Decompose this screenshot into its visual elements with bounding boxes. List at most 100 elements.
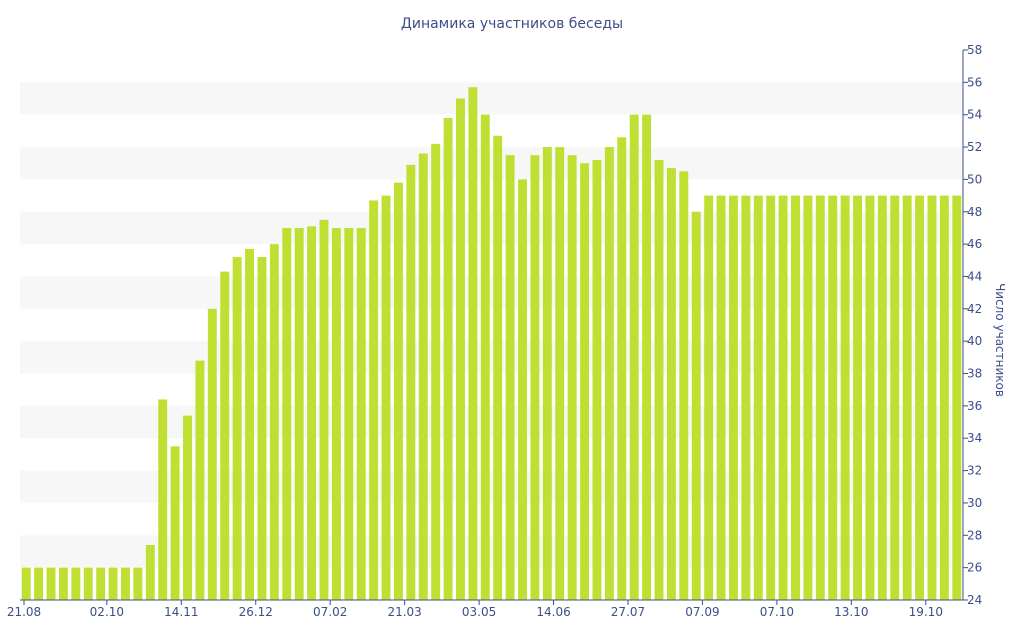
bar (480, 114, 490, 601)
bar (220, 271, 230, 600)
bar (158, 399, 168, 600)
y-tick-label: 28 (967, 528, 982, 542)
bar (245, 248, 255, 600)
bar (666, 168, 676, 600)
bar (530, 155, 540, 600)
chart-title: Динамика участников беседы (401, 16, 623, 32)
y-tick-label: 46 (967, 237, 982, 251)
bar (393, 182, 403, 600)
bar (282, 227, 292, 601)
y-tick-label: 58 (967, 43, 982, 57)
grid-band (20, 82, 963, 115)
grid-band (20, 147, 963, 180)
bar (604, 147, 614, 600)
bar (232, 257, 242, 600)
bar (307, 226, 317, 600)
y-tick-label: 40 (967, 334, 982, 348)
bar (567, 155, 577, 600)
x-tick-label: 21.08 (7, 605, 41, 619)
bar (145, 545, 155, 600)
bar (555, 147, 565, 600)
bar (207, 308, 217, 600)
y-tick-label: 54 (967, 108, 982, 122)
bar (803, 195, 813, 600)
bar (679, 171, 689, 600)
x-tick-label: 13.10 (834, 605, 868, 619)
bar (704, 195, 714, 600)
bar (369, 200, 379, 601)
bar (791, 195, 800, 600)
y-axis-label: Число участников (993, 283, 1007, 397)
bar (331, 227, 341, 601)
bar (778, 195, 788, 600)
bar (753, 195, 763, 600)
axes: 24 26 28 30 32 34 36 38 40 42 44 46 48 50 52 54 56 58 21.0… (7, 43, 982, 619)
bar (766, 195, 776, 600)
bars (21, 87, 962, 601)
y-tick-label: 50 (967, 172, 982, 186)
y-tick-label: 42 (967, 302, 982, 316)
bar (257, 257, 267, 600)
bar (629, 114, 639, 601)
bar (183, 415, 192, 600)
bar (741, 195, 751, 600)
y-tick-label: 38 (967, 367, 982, 381)
y-tick-label: 52 (967, 140, 982, 154)
y-tick-label: 26 (967, 561, 982, 575)
bar (853, 195, 862, 600)
x-tick-label: 07.02 (313, 605, 347, 619)
bar (133, 567, 143, 600)
x-tick-label: 02.10 (90, 605, 124, 619)
bar (542, 147, 552, 600)
bar (728, 195, 738, 600)
bar (915, 195, 925, 600)
bar (443, 117, 453, 601)
bar (170, 446, 180, 600)
x-tick-label: 03.05 (462, 605, 496, 619)
bar (121, 567, 130, 600)
x-tick-label: 14.06 (536, 605, 570, 619)
bar (493, 135, 503, 600)
bar (902, 195, 912, 600)
x-tick-label: 19.10 (909, 605, 943, 619)
bar (294, 227, 304, 601)
bar (840, 195, 850, 600)
bar (927, 195, 937, 600)
y-tick-label: 48 (967, 205, 982, 219)
y-tick-label: 30 (967, 496, 982, 510)
bar (83, 567, 93, 600)
y-tick-label: 34 (967, 431, 982, 445)
bar (865, 195, 875, 600)
bar (319, 219, 329, 600)
bar (21, 567, 31, 600)
x-tick-label: 07.09 (685, 605, 719, 619)
bar (518, 179, 527, 601)
bar (952, 195, 962, 600)
bar (642, 114, 652, 601)
bar (96, 567, 106, 600)
bar (381, 195, 391, 600)
bar (344, 227, 354, 601)
bar (716, 195, 726, 600)
bar (939, 195, 949, 600)
y-tick-label: 32 (967, 464, 982, 478)
bar (46, 567, 56, 600)
bar (592, 160, 602, 600)
y-tick-label: 24 (967, 593, 982, 607)
y-tick-label: 36 (967, 399, 982, 413)
bar (58, 567, 68, 600)
y-tick-label: 44 (967, 269, 982, 283)
bar (418, 153, 428, 600)
bar (828, 195, 838, 600)
bar (34, 567, 44, 600)
bar (108, 567, 118, 600)
bar (468, 87, 478, 601)
y-tick-label: 56 (967, 75, 982, 89)
bar (617, 137, 627, 600)
bar (456, 98, 465, 600)
bar (195, 360, 205, 600)
x-tick-label: 14.11 (164, 605, 198, 619)
bar (505, 155, 515, 600)
bar (691, 211, 701, 600)
x-tick-label: 07.10 (760, 605, 794, 619)
